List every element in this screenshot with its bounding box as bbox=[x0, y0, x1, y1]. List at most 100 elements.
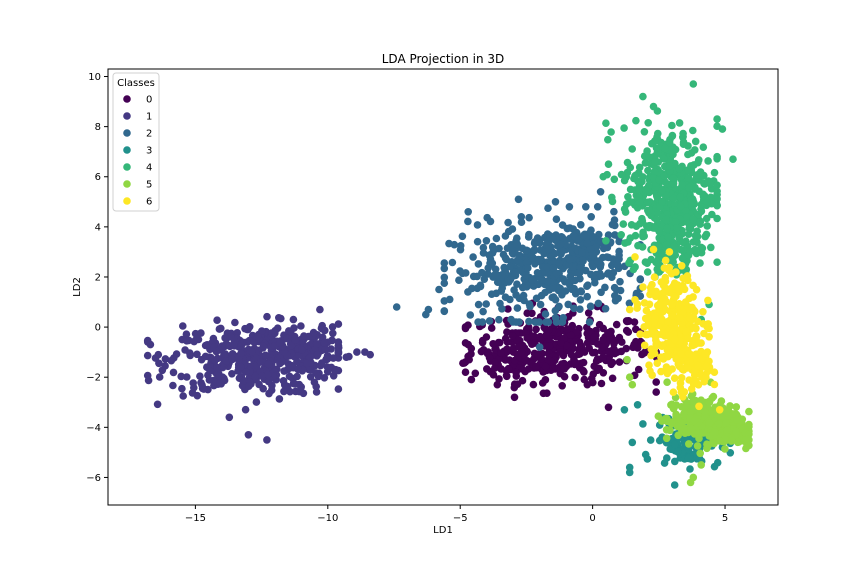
data-point bbox=[604, 231, 613, 239]
data-point bbox=[241, 405, 250, 414]
data-point bbox=[647, 351, 655, 360]
data-point bbox=[657, 249, 665, 257]
data-point bbox=[143, 351, 152, 360]
data-point bbox=[154, 350, 163, 359]
data-point bbox=[705, 333, 713, 341]
data-point bbox=[645, 153, 653, 161]
data-point bbox=[555, 259, 563, 268]
data-point bbox=[664, 233, 672, 241]
data-point bbox=[729, 155, 737, 163]
data-point bbox=[577, 287, 585, 295]
data-point bbox=[517, 218, 526, 226]
data-point bbox=[517, 348, 526, 357]
data-point bbox=[576, 305, 584, 314]
data-point bbox=[668, 434, 676, 443]
data-point bbox=[510, 393, 519, 402]
data-point bbox=[664, 317, 672, 326]
data-point bbox=[532, 294, 541, 303]
data-point bbox=[601, 304, 610, 313]
data-point bbox=[213, 316, 221, 325]
data-point bbox=[477, 347, 486, 356]
data-point bbox=[674, 431, 682, 440]
data-point bbox=[713, 214, 721, 223]
data-point bbox=[643, 455, 652, 463]
data-point bbox=[323, 368, 332, 376]
data-point bbox=[201, 341, 210, 350]
data-point bbox=[679, 425, 688, 434]
data-point bbox=[693, 442, 702, 450]
data-point bbox=[745, 441, 753, 450]
data-point bbox=[298, 346, 306, 354]
y-axis-ticks: −6 −4 −2 0 2 4 6 8 10 bbox=[86, 72, 108, 484]
data-point bbox=[658, 316, 667, 325]
x-tick-label: 5 bbox=[722, 513, 728, 524]
data-point bbox=[545, 245, 553, 254]
data-point bbox=[440, 259, 449, 267]
data-point bbox=[524, 233, 533, 241]
data-point bbox=[545, 342, 554, 350]
data-point bbox=[695, 156, 703, 164]
data-point bbox=[512, 318, 520, 326]
data-point bbox=[213, 363, 221, 372]
data-point bbox=[228, 355, 236, 364]
data-point bbox=[513, 256, 522, 265]
data-point bbox=[690, 376, 699, 384]
legend-box bbox=[112, 72, 160, 212]
data-point bbox=[599, 353, 607, 361]
data-point bbox=[293, 357, 301, 366]
data-point bbox=[642, 306, 651, 315]
data-point bbox=[670, 335, 679, 344]
data-point bbox=[586, 302, 595, 311]
data-point bbox=[488, 242, 497, 251]
data-point bbox=[231, 318, 239, 327]
data-point bbox=[501, 356, 510, 364]
data-point bbox=[257, 372, 266, 380]
data-point bbox=[623, 158, 632, 167]
data-point bbox=[510, 286, 518, 294]
data-point bbox=[612, 320, 621, 329]
data-point bbox=[640, 349, 648, 357]
data-point bbox=[623, 355, 631, 364]
data-point bbox=[547, 252, 555, 261]
data-point bbox=[271, 328, 279, 337]
data-point bbox=[525, 213, 533, 222]
data-point bbox=[592, 357, 601, 365]
data-point bbox=[651, 158, 659, 166]
data-point bbox=[322, 354, 331, 363]
data-point bbox=[514, 343, 523, 351]
data-point bbox=[663, 224, 671, 233]
data-point bbox=[334, 338, 343, 346]
data-point bbox=[306, 353, 315, 362]
data-point bbox=[679, 274, 687, 283]
data-point bbox=[252, 398, 261, 406]
x-tick-label: −10 bbox=[317, 513, 338, 524]
y-tick-label: 10 bbox=[88, 72, 101, 83]
data-point bbox=[557, 338, 565, 347]
data-point bbox=[265, 389, 273, 398]
data-point bbox=[673, 281, 682, 289]
data-point bbox=[445, 295, 454, 304]
data-point bbox=[617, 231, 625, 239]
data-point bbox=[701, 349, 710, 358]
data-point bbox=[525, 300, 534, 308]
data-point bbox=[702, 373, 710, 382]
data-point bbox=[533, 269, 542, 277]
data-point bbox=[501, 334, 510, 343]
data-point bbox=[596, 188, 605, 196]
data-point bbox=[699, 143, 708, 151]
data-point bbox=[708, 210, 716, 219]
legend-marker bbox=[123, 180, 131, 188]
data-point bbox=[161, 355, 170, 363]
data-point bbox=[289, 315, 298, 324]
data-point bbox=[530, 332, 538, 341]
data-point bbox=[479, 249, 488, 257]
data-point bbox=[576, 268, 584, 277]
data-point bbox=[703, 198, 711, 206]
data-point bbox=[643, 268, 652, 276]
data-point bbox=[640, 232, 648, 240]
data-point bbox=[644, 320, 653, 328]
data-point bbox=[585, 318, 594, 326]
data-point bbox=[732, 403, 741, 411]
data-point bbox=[535, 318, 543, 326]
